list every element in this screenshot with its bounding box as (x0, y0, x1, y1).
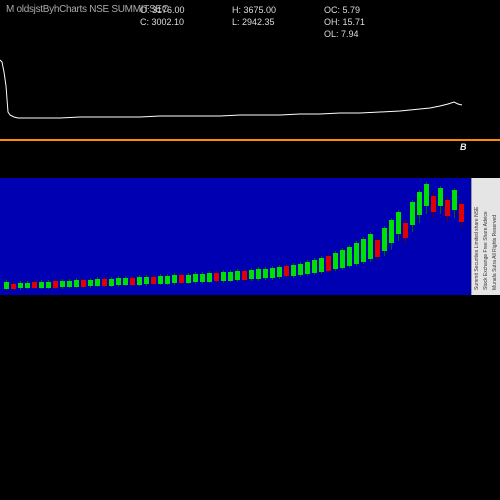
candlestick-chart (0, 178, 471, 295)
marker-b: B (460, 142, 467, 152)
info-line: Summit Securities Limited share NSE (475, 207, 480, 290)
lower-chart-pane (0, 178, 471, 295)
price-line-chart (0, 0, 500, 140)
info-line: Munafa Sutra All Rights Reserved (493, 215, 498, 290)
right-info-panel: Summit Securities Limited share NSE Stock… (471, 178, 500, 295)
divider-line (0, 139, 500, 141)
info-line: Stock Exchange Free Share Advice (484, 211, 489, 290)
upper-chart-pane (0, 0, 500, 140)
